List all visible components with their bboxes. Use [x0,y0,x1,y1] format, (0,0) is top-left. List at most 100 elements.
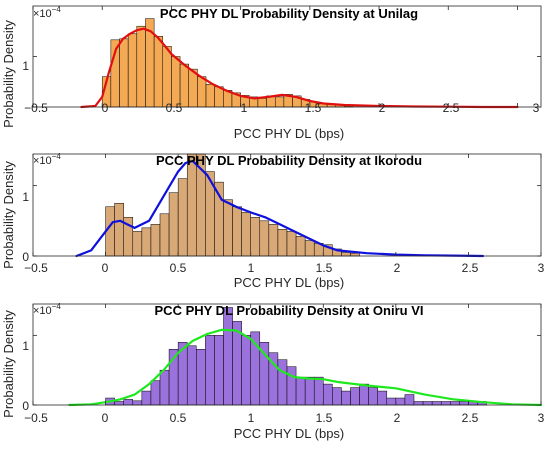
y-tick-label: 0 [22,399,29,413]
y-tick-label: 1 [22,59,29,73]
plot-area [32,5,542,109]
histogram-bar [377,390,388,406]
x-tick-label: 1.5 [305,101,322,115]
x-tick-label: 1 [248,411,255,425]
density-curve [75,159,484,258]
histogram-bar [186,345,197,406]
histogram-bar [257,98,267,108]
y-tick-label: 1 [22,190,29,204]
histogram-bar [268,224,279,257]
histogram-bar [214,335,224,406]
histogram-bar [313,376,324,406]
histogram-bar [153,36,164,108]
histogram-bar [196,349,206,406]
y-axis-label: Probability Density [1,310,16,418]
histogram-bar [274,96,285,108]
histogram-bar [350,252,360,257]
histogram-bar [259,220,270,257]
histogram-bar [359,383,369,406]
histogram-bar [168,192,179,257]
histogram-bar [332,387,342,406]
histogram-bar [431,401,442,406]
histogram-bar [277,229,288,257]
y-tick-label: 0 [22,250,29,264]
x-tick-label: 2 [394,411,401,425]
y-exponent-label: ×10−4 [33,5,61,20]
histogram-bar [304,240,315,257]
histogram-bar [197,76,207,108]
histogram-bar [459,401,469,406]
x-tick-label: 0 [102,101,109,115]
histogram-bar [286,366,297,406]
x-tick-label: 3 [538,261,545,275]
panel-oniru: PCC PHY DL Probability Density at Oniru … [1,302,545,441]
x-tick-label: 2 [379,101,386,115]
x-tick-label: 3 [533,101,540,115]
histogram-bar [223,199,233,257]
histogram-bar [304,376,315,406]
histogram-bar [205,335,215,406]
histogram-bar [295,376,306,406]
histogram-bar [205,84,215,108]
x-tick-label: −0.5 [24,101,48,115]
histogram-bar [241,335,251,406]
axes-frame [32,303,542,406]
histogram-bar [440,401,451,406]
y-axis-label: Probability Density [1,20,16,128]
chart-title: PCC PHY DL Probability Density at Oniru … [155,303,424,318]
histogram-bar [127,33,138,108]
histogram-bar [232,206,242,257]
y-exponent-label: ×10−4 [33,152,61,167]
histogram-bar [159,213,170,257]
histogram-bar [368,387,378,406]
chart-title: PCC PHY DL Probability Density at Ikorod… [156,153,422,168]
density-curve [80,27,519,109]
axes-frame [32,153,542,257]
histogram-bar [214,86,224,108]
histogram-bar [119,38,129,108]
histogram-bar [323,383,333,406]
x-tick-label: 2 [394,261,401,275]
x-tick-label: 0.5 [170,261,187,275]
histogram-bar [241,212,251,257]
histogram-bar [123,399,134,406]
histogram-bar [150,380,161,406]
x-tick-label: 1.5 [316,261,333,275]
x-tick-label: 1 [241,101,248,115]
histogram-bar [277,359,288,406]
histogram-bar [395,397,406,406]
plot-area [32,153,542,258]
x-axis-label: PCC PHY DL (bps) [234,426,345,441]
x-tick-label: 2.5 [443,101,460,115]
x-tick-label: −0.5 [24,261,48,275]
histogram-bar [171,56,181,108]
x-tick-label: 3 [538,411,545,425]
histogram-bar [341,390,351,406]
y-axis-label: Probability Density [1,161,16,269]
x-tick-label: 2.5 [462,261,479,275]
histogram-bar [350,387,360,406]
histogram-bar [114,401,124,406]
histogram-bar [132,400,143,406]
histogram-bar [450,401,460,406]
chart-title: PCC PHY DL Probability Density at Unilag [160,6,418,21]
x-tick-label: 0.5 [166,101,183,115]
histogram-bar [295,236,306,257]
histogram-bar [136,25,146,108]
y-exponent-label: ×10−4 [33,302,61,317]
histogram-bar [159,369,170,406]
histogram-bar [150,224,161,257]
histogram-bar [141,227,152,257]
x-tick-label: 2.5 [462,411,479,425]
histogram-bar [422,401,433,406]
histogram-bar [404,394,415,406]
x-tick-label: 0.5 [170,411,187,425]
x-tick-label: 1.5 [316,411,333,425]
x-axis-label: PCC PHY DL (bps) [234,275,345,290]
histogram-bar [141,390,152,406]
panel-unilag: PCC PHY DL Probability Density at Unilag… [1,5,540,141]
histogram-bar [286,231,297,257]
histogram-bar [177,178,188,257]
density-curve [68,328,543,407]
